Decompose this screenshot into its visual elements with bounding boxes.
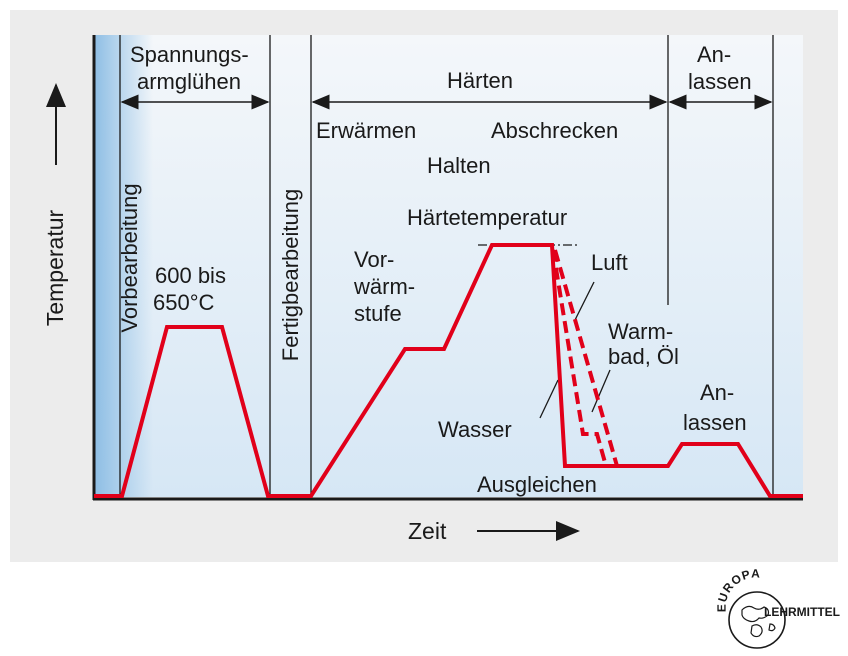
vorwaermstufe-line1: Vor- [354,247,394,272]
anlassen-curve-line1: An- [700,380,734,405]
ausgleichen-label: Ausgleichen [477,472,597,497]
phase-label-armgluehen: armglühen [137,69,241,94]
plot-area [93,35,803,497]
anlassen-curve-line2: lassen [683,410,747,435]
warmbad-line2: bad, Öl [608,344,679,369]
quench-curve-luft [553,249,619,467]
haertetemperatur-label: Härtetemperatur [407,205,567,230]
temp-label-650: 650°C [153,290,215,315]
europa-lehrmittel-logo: EUROPA LEHRMITTEL [715,568,840,649]
warmbad-line1: Warm- [608,319,673,344]
leader-luft [574,281,595,321]
phase-label-anlassen-line1: An- [697,42,731,67]
temperature-curve-main [94,243,803,498]
leader-warmbad [591,369,611,413]
vorbearbeitung-label: Vorbearbeitung [117,183,142,332]
phase-label-spannungs: Spannungs- [130,42,249,67]
phase-label-anlassen-line2: lassen [688,69,752,94]
vorwaermstufe-line2: wärm- [353,274,415,299]
luft-label: Luft [591,250,628,275]
x-axis-label: Zeit [408,518,447,544]
y-axis-label: Temperatur [42,209,68,326]
globe-continents [741,605,776,638]
vorwaermstufe-line3: stufe [354,301,402,326]
halten-label: Halten [427,153,491,178]
abschrecken-label: Abschrecken [491,118,618,143]
fertigbearbeitung-label: Fertigbearbeitung [278,189,303,361]
logo-text-lehrmittel: LEHRMITTEL [764,605,840,619]
phase-label-haerten: Härten [447,68,513,93]
erwaermen-label: Erwärmen [316,118,416,143]
temp-label-600: 600 bis [155,263,226,288]
wasser-label: Wasser [438,417,512,442]
leader-wasser [539,379,559,419]
quench-curve-oel [551,249,608,467]
